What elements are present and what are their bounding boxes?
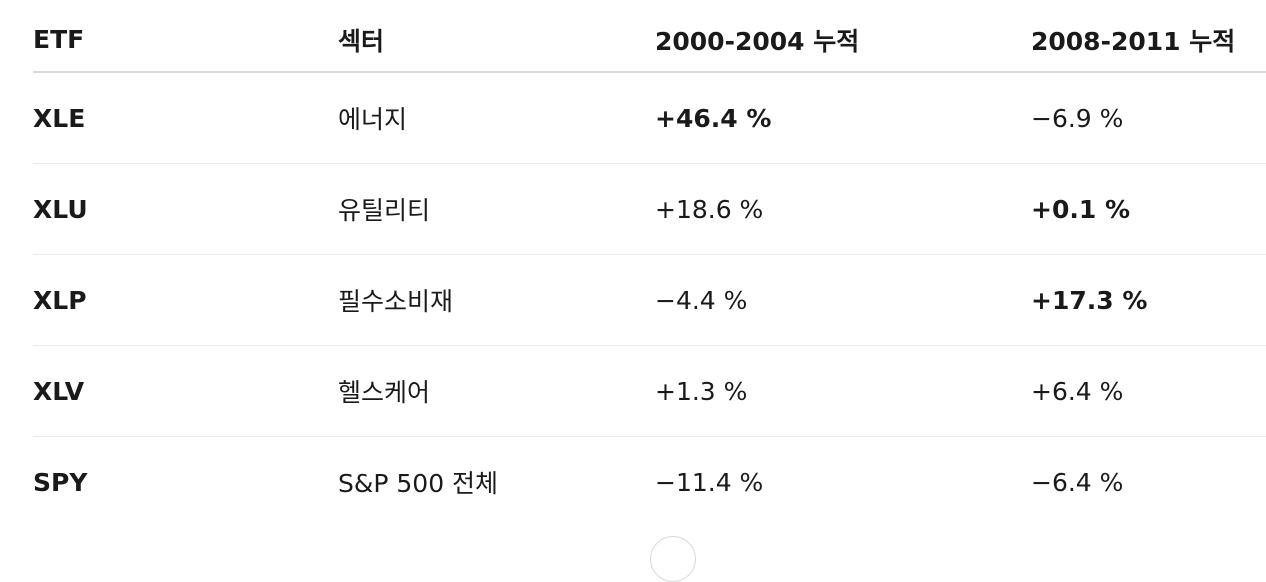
header-cell: 2000-2004 누적 <box>655 0 1031 73</box>
row: XLU 유틸리티 +18.6 % +0.1 % <box>33 163 1266 255</box>
row: SPY S&P 500 전체 −11.4 % −6.4 % <box>33 437 1266 528</box>
table-body: XLE 에너지 +46.4 % −6.9 % XLU 유틸리티 +18.6 % … <box>33 72 1266 527</box>
sector-cell: S&P 500 전체 <box>338 469 499 498</box>
row: XLV 헬스케어 +1.3 % +6.4 % <box>33 345 1266 437</box>
return-cell: +0.1 % <box>1031 163 1266 255</box>
etf-cell: XLV <box>33 345 338 437</box>
sector-cell: 필수소비재 <box>338 254 655 346</box>
return-cell: −6.4 % <box>1031 467 1124 497</box>
sector-cell: 헬스케어 <box>338 345 655 437</box>
etf-cell: XLP <box>33 254 338 346</box>
sector-cell: 에너지 <box>338 72 655 164</box>
return-cell: −4.4 % <box>655 254 1031 346</box>
table-header: ETF 섹터 2000-2004 누적 2008-2011 누적 <box>33 0 1266 73</box>
header-cell: 섹터 <box>338 0 655 73</box>
header-row: ETF 섹터 2000-2004 누적 2008-2011 누적 <box>33 0 1266 73</box>
return-cell: +46.4 % <box>655 72 1031 164</box>
page: ETF 섹터 2000-2004 누적 2008-2011 누적 XLE 에너지… <box>33 0 1266 582</box>
return-cell: +17.3 % <box>1031 254 1266 346</box>
sector-cell: 유틸리티 <box>338 163 655 255</box>
header-cell: ETF <box>33 0 338 73</box>
return-cell: −6.9 % <box>1031 72 1266 164</box>
return-cell: +18.6 % <box>655 163 1031 255</box>
return-cell: −11.4 % <box>655 467 764 497</box>
row: XLE 에너지 +46.4 % −6.9 % <box>33 72 1266 164</box>
etf-cell: XLU <box>33 163 338 255</box>
row: XLP 필수소비재 −4.4 % +17.3 % <box>33 254 1266 346</box>
data-table: ETF 섹터 2000-2004 누적 2008-2011 누적 XLE 에너지… <box>33 0 1266 527</box>
return-cell: +6.4 % <box>1031 345 1266 437</box>
etf-cell: XLE <box>33 72 338 164</box>
header-cell: 2008-2011 누적 <box>1031 0 1266 73</box>
scroll-button[interactable] <box>650 536 696 582</box>
return-cell: +1.3 % <box>655 345 1031 437</box>
etf-cell: SPY <box>33 467 88 497</box>
